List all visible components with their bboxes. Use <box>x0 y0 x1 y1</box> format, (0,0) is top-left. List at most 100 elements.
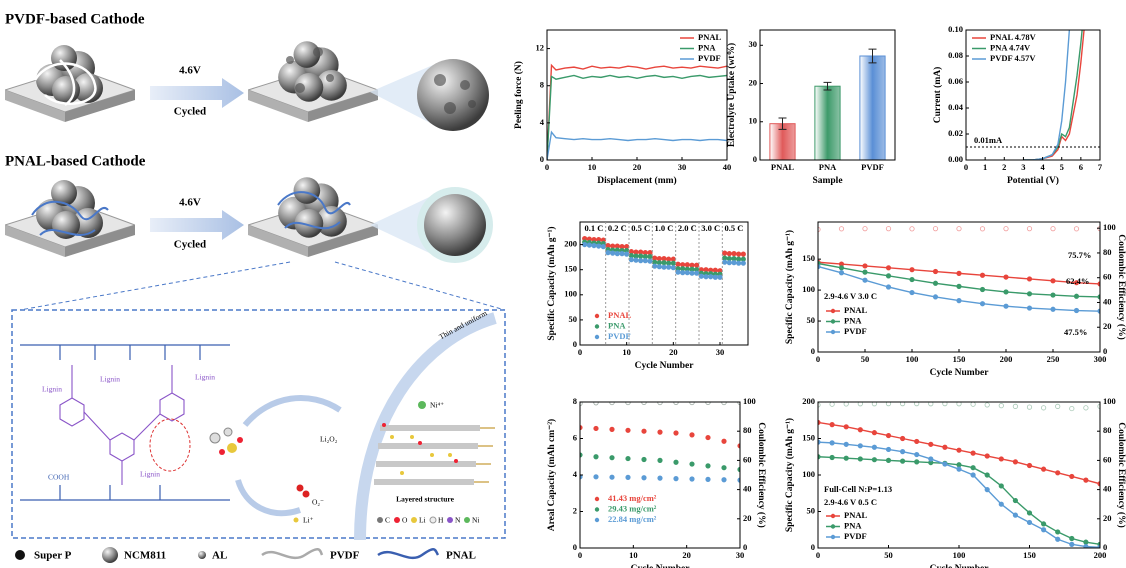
layered-label: Layered structure <box>396 495 455 504</box>
legend-label: PNAL 4.78V <box>990 32 1037 42</box>
data-point <box>863 226 867 230</box>
data-point <box>685 271 689 275</box>
data-point <box>971 451 975 455</box>
legend-marker <box>595 497 599 501</box>
data-point <box>1070 542 1074 546</box>
data-point <box>606 250 610 254</box>
x-tick-label: 0 <box>816 550 820 560</box>
data-point <box>1013 513 1017 517</box>
legend-label: PNAL <box>844 305 867 315</box>
x-tick-label: 50 <box>884 550 893 560</box>
data-point <box>690 433 694 437</box>
y-tick-label: 200 <box>564 239 577 249</box>
data-point <box>910 290 914 294</box>
data-point <box>839 227 843 231</box>
data-point <box>1070 406 1074 410</box>
annotation: 62.4% <box>1066 276 1089 286</box>
data-point <box>886 285 890 289</box>
plot-area <box>578 400 742 482</box>
data-point <box>839 271 843 275</box>
data-point <box>676 270 680 274</box>
data-point <box>722 400 726 404</box>
y-axis-label: Electrolyte Uptake (wt%) <box>726 43 737 147</box>
atom: H <box>438 516 444 525</box>
y-tick-label: 0 <box>540 154 544 164</box>
y-tick-label: 30 <box>749 39 758 49</box>
data-point <box>1027 277 1031 281</box>
data-point <box>594 426 598 430</box>
plot-frame <box>580 402 740 548</box>
data-point <box>957 463 961 467</box>
zoom-particle <box>424 194 486 256</box>
data-point <box>662 265 666 269</box>
data-point <box>933 226 937 230</box>
data-point <box>727 251 731 255</box>
data-point <box>658 476 662 480</box>
data-point <box>713 275 717 279</box>
legend-label: PNA <box>608 320 626 330</box>
x-tick-label: 10 <box>588 162 597 172</box>
data-point <box>1074 294 1078 298</box>
highlight <box>150 419 190 471</box>
data-point <box>830 455 834 459</box>
y-tick-label: 12 <box>536 43 545 53</box>
legend-label: PNA 4.74V <box>990 42 1031 52</box>
y-tick-label: 0.10 <box>948 24 963 34</box>
x-tick-label: 10 <box>629 550 638 560</box>
data-point <box>910 227 914 231</box>
y-tick-label: 150 <box>802 253 815 263</box>
data-point <box>706 464 710 468</box>
legend-label: PNAL <box>608 310 631 320</box>
y-tick-label: 150 <box>802 432 815 442</box>
legend-label: PVDF 4.57V <box>990 53 1036 63</box>
legend-label: PNAL <box>844 510 867 520</box>
data-point <box>1013 404 1017 408</box>
lignin: Lignin <box>195 373 215 382</box>
y2-tick-label: 80 <box>743 425 752 435</box>
legend-label: 29.43 mg/cm² <box>608 503 657 513</box>
figure: PVDF-based Cathode 4.6V Cycled PNAL-base… <box>0 0 1126 568</box>
x-axis-label: Cycle Number <box>635 361 695 371</box>
y-tick-label: 4 <box>573 469 578 479</box>
data-point <box>999 457 1003 461</box>
data-point <box>886 226 890 230</box>
data-point <box>1041 406 1045 410</box>
data-point <box>980 273 984 277</box>
data-point <box>706 477 710 481</box>
data-point <box>915 452 919 456</box>
annotation: 0.5 C <box>631 223 650 233</box>
y-tick-label: 0 <box>753 154 757 164</box>
data-point <box>863 278 867 282</box>
data-point <box>708 275 712 279</box>
data-point <box>1027 463 1031 467</box>
bar <box>860 56 885 160</box>
y-tick-label: 0.08 <box>948 50 963 60</box>
data-point <box>910 277 914 281</box>
voltage: 4.6V <box>179 197 201 209</box>
x-tick-label: 20 <box>669 347 678 357</box>
y-tick-label: 200 <box>802 396 815 406</box>
data-point <box>1074 227 1078 231</box>
data-point <box>648 259 652 263</box>
cycled: Cycled <box>174 239 206 251</box>
li-dot <box>294 518 299 523</box>
data-point <box>657 264 661 268</box>
zoom-particle <box>417 59 489 131</box>
data-point <box>844 425 848 429</box>
series-line <box>547 65 727 160</box>
x-axis-label: Sample <box>812 176 842 186</box>
y2-tick-label: 20 <box>743 513 752 523</box>
data-point <box>694 263 698 267</box>
arrow <box>150 210 244 240</box>
data-point <box>1004 290 1008 294</box>
data-point <box>741 252 745 256</box>
y-tick-label: 50 <box>569 314 578 324</box>
li: Li⁺ <box>303 516 314 525</box>
x-tick-label: 40 <box>723 162 732 172</box>
arrow <box>238 480 300 513</box>
data-point <box>915 439 919 443</box>
molecule <box>210 428 243 455</box>
y-tick-label: 4 <box>540 117 545 127</box>
y-tick-label: 0 <box>573 339 577 349</box>
x-tick-label: 1 <box>983 162 987 172</box>
